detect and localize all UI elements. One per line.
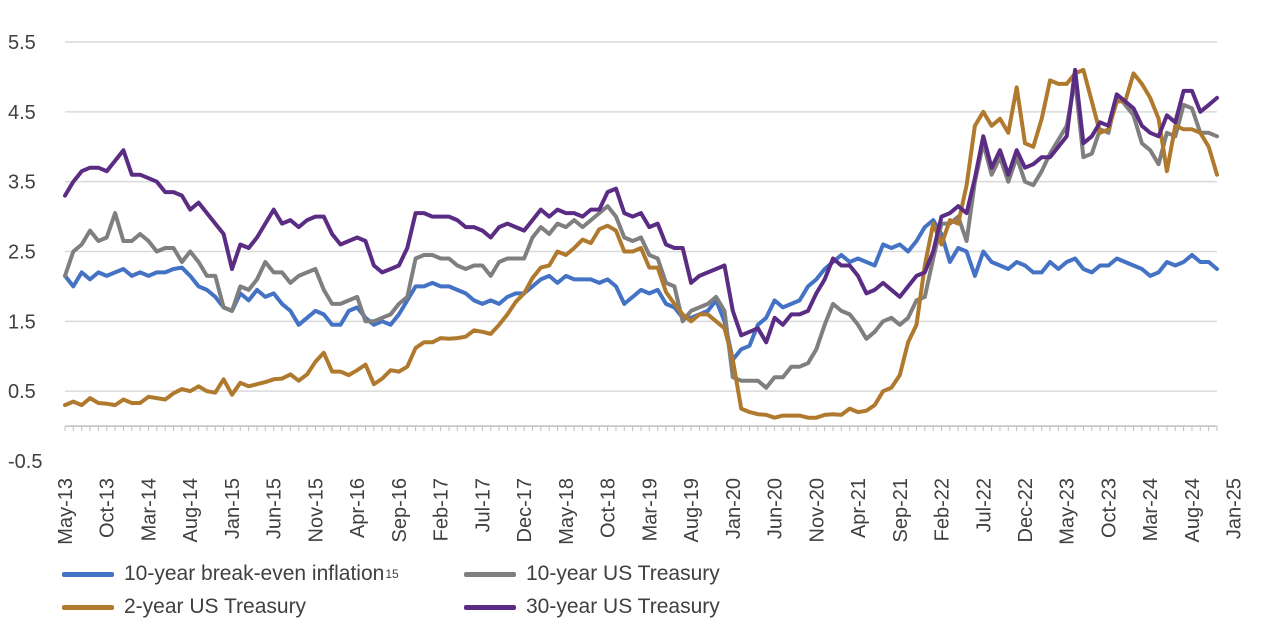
y-tick-label: 5.5 xyxy=(8,32,36,54)
series-line-3 xyxy=(63,67,1219,345)
line-chart: 5.5 4.5 3.5 2.5 1.5 0.5 -0.5 May-13 Oct-13 Mar-1… xyxy=(8,32,1246,545)
legend-swatch-2y xyxy=(62,604,114,610)
x-tick-label: May-18 xyxy=(556,478,578,545)
x-tick-label: Mar-14 xyxy=(138,478,160,541)
x-tick-label: Aug-24 xyxy=(1182,478,1204,543)
x-tick-label: Apr-16 xyxy=(347,478,369,538)
legend-label-10y: 10-year US Treasury xyxy=(526,562,720,585)
y-tick-label: 3.5 xyxy=(8,172,36,194)
legend-item-10y: 10-year US Treasury xyxy=(464,562,720,586)
legend-swatch-10y xyxy=(464,571,516,577)
x-tick-label: Nov-15 xyxy=(305,478,327,542)
x-tick-label: Jan-15 xyxy=(222,478,244,539)
x-tick-label: Jul-17 xyxy=(472,478,494,532)
series-line-2 xyxy=(63,67,1219,420)
y-tick-label: -0.5 xyxy=(8,451,42,473)
x-tick-label: Feb-17 xyxy=(431,478,453,541)
x-tick-label: Dec-17 xyxy=(514,478,536,542)
series-line-0 xyxy=(63,218,1219,362)
legend-footnote-marker: 15 xyxy=(385,567,399,581)
y-tick-label: 0.5 xyxy=(8,381,36,403)
legend-swatch-breakeven xyxy=(62,571,114,577)
x-tick-label: Jun-20 xyxy=(765,478,787,539)
gridlines xyxy=(65,41,1217,392)
legend-label-30y: 30-year US Treasury xyxy=(526,595,720,618)
x-tick-label: Jan-25 xyxy=(1224,478,1246,539)
x-tick-label: Dec-22 xyxy=(1015,478,1037,542)
x-axis xyxy=(64,425,1218,432)
legend-item-30y: 30-year US Treasury xyxy=(464,595,720,619)
x-tick-label: Sep-21 xyxy=(890,478,912,543)
x-tick-label: Apr-21 xyxy=(848,478,870,538)
legend-swatch-30y xyxy=(464,604,516,610)
x-tick-label: May-13 xyxy=(55,478,77,545)
x-tick-label: May-23 xyxy=(1057,478,1079,545)
x-tick-label: Mar-24 xyxy=(1140,478,1162,541)
x-tick-label: Nov-20 xyxy=(806,478,828,542)
legend-item-2y: 2-year US Treasury xyxy=(62,595,306,619)
x-tick-label: Aug-19 xyxy=(681,478,703,543)
y-tick-label: 2.5 xyxy=(8,242,36,264)
x-tick-label: Jul-22 xyxy=(973,478,995,532)
x-tick-label: Jan-20 xyxy=(723,478,745,539)
legend-label-breakeven: 10-year break-even inflation xyxy=(124,562,385,585)
x-tick-label: Mar-19 xyxy=(639,478,661,541)
x-tick-label: Feb-22 xyxy=(932,478,954,541)
x-tick-label: Oct-13 xyxy=(97,478,119,538)
series-line-1 xyxy=(63,78,1219,390)
x-tick-label: Jun-15 xyxy=(264,478,286,539)
x-tick-label: Sep-16 xyxy=(389,478,411,543)
series-lines xyxy=(63,67,1219,420)
x-tick-label: Oct-23 xyxy=(1098,478,1120,538)
x-tick-label: Aug-14 xyxy=(180,478,202,543)
x-tick-label: Oct-18 xyxy=(598,478,620,538)
y-tick-label: 4.5 xyxy=(8,102,36,124)
x-axis-tick-labels: May-13 Oct-13 Mar-14 Aug-14 Jan-15 Jun-15 Nov-… xyxy=(55,478,1246,545)
y-tick-label: 1.5 xyxy=(8,311,36,333)
legend-item-breakeven: 10-year break-even inflation 15 xyxy=(62,562,399,586)
chart-legend: 10-year break-even inflation 15 10-year U… xyxy=(62,562,822,628)
legend-label-2y: 2-year US Treasury xyxy=(124,595,307,618)
y-axis-tick-labels: 5.5 4.5 3.5 2.5 1.5 0.5 -0.5 xyxy=(8,32,42,473)
